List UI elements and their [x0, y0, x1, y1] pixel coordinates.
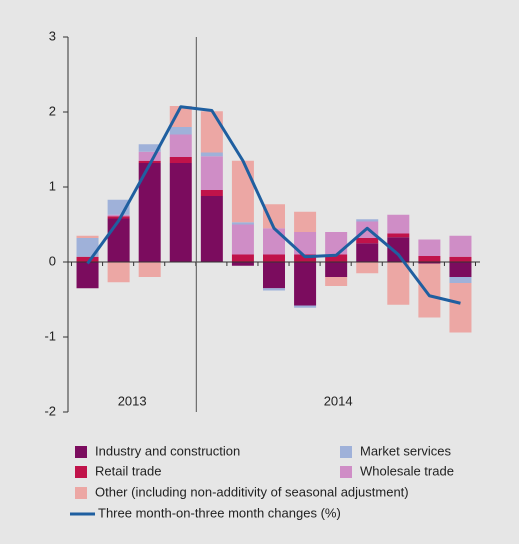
bar-segment — [169, 157, 192, 163]
bar-segment — [356, 243, 379, 262]
bar-segment — [387, 237, 410, 262]
bar-segment — [107, 218, 130, 262]
bar-segment — [263, 254, 285, 262]
bar-segment — [418, 263, 441, 318]
bar-segment — [76, 235, 99, 238]
y-tick-label: -2 — [44, 403, 56, 418]
bar-segment — [449, 277, 472, 283]
bar-segment — [107, 262, 130, 283]
bar-segment — [325, 277, 348, 286]
y-tick-label: 0 — [49, 253, 56, 268]
legend-swatch — [75, 466, 87, 478]
bar-segment — [76, 256, 99, 262]
bar-segment — [294, 262, 317, 306]
bar-segment — [76, 262, 99, 289]
line-series — [86, 105, 461, 305]
bar-segment — [200, 152, 223, 157]
legend-swatch — [340, 446, 352, 458]
legend-label: Other (including non-additivity of seaso… — [95, 484, 409, 499]
bar-segment — [169, 106, 192, 127]
bar-segment — [231, 224, 254, 255]
bar-segment — [76, 238, 99, 257]
bar-segment — [138, 151, 161, 161]
bar-segment — [325, 254, 348, 262]
bar-segment — [325, 232, 348, 255]
bar-segment — [107, 216, 130, 219]
legend-label: Wholesale trade — [360, 463, 454, 478]
bar-segment — [418, 256, 441, 262]
bar-segment — [294, 211, 317, 232]
bar-segment — [138, 163, 161, 262]
bar-segment — [107, 214, 130, 217]
bar-segment — [294, 232, 317, 255]
bar-segment — [356, 238, 379, 244]
y-tick-label: -1 — [44, 328, 56, 343]
bar-segment — [356, 219, 379, 222]
y-tick-label: 1 — [49, 178, 56, 193]
y-tick-label: 3 — [49, 28, 56, 43]
y-tick-label: 2 — [49, 103, 56, 118]
legend-label: Market services — [360, 443, 452, 458]
bar-segment — [263, 288, 285, 291]
bar-segment — [294, 254, 317, 262]
bar-segment — [294, 305, 317, 308]
group-label: 2014 — [324, 393, 353, 408]
bar-segment — [418, 262, 441, 264]
bar-segment — [200, 156, 223, 190]
bar-segment — [169, 127, 192, 135]
legend-label: Industry and construction — [95, 443, 240, 458]
legend-swatch — [75, 487, 87, 499]
bar-segment — [263, 262, 285, 289]
bar-segment — [387, 233, 410, 238]
bar-segment — [231, 160, 254, 223]
legend-label: Three month-on-three month changes (%) — [98, 505, 341, 520]
legend-swatch — [340, 466, 352, 478]
bar-segment — [387, 214, 410, 234]
bar-segment — [231, 262, 254, 266]
bar-segment — [325, 262, 348, 277]
bar-segment — [263, 228, 285, 255]
bar-segment — [449, 256, 472, 262]
bar-segment — [231, 254, 254, 262]
bar-segment — [138, 262, 161, 277]
bar-segment — [231, 222, 254, 225]
bar-segment — [387, 262, 410, 305]
bar-segment — [200, 190, 223, 196]
bar-segment — [356, 262, 379, 274]
bar-segment — [418, 239, 441, 256]
legend-label: Retail trade — [95, 463, 161, 478]
bar-segment — [138, 144, 161, 152]
group-label: 2013 — [118, 393, 147, 408]
bar-segment — [263, 204, 285, 229]
bar-segment — [200, 196, 223, 262]
bar-segment — [449, 283, 472, 333]
bar-segment — [449, 235, 472, 257]
bar-segment — [449, 262, 472, 277]
bar-segment — [169, 134, 192, 157]
legend-swatch — [75, 446, 87, 458]
bar-segment — [200, 111, 223, 153]
bar-segment — [169, 163, 192, 262]
